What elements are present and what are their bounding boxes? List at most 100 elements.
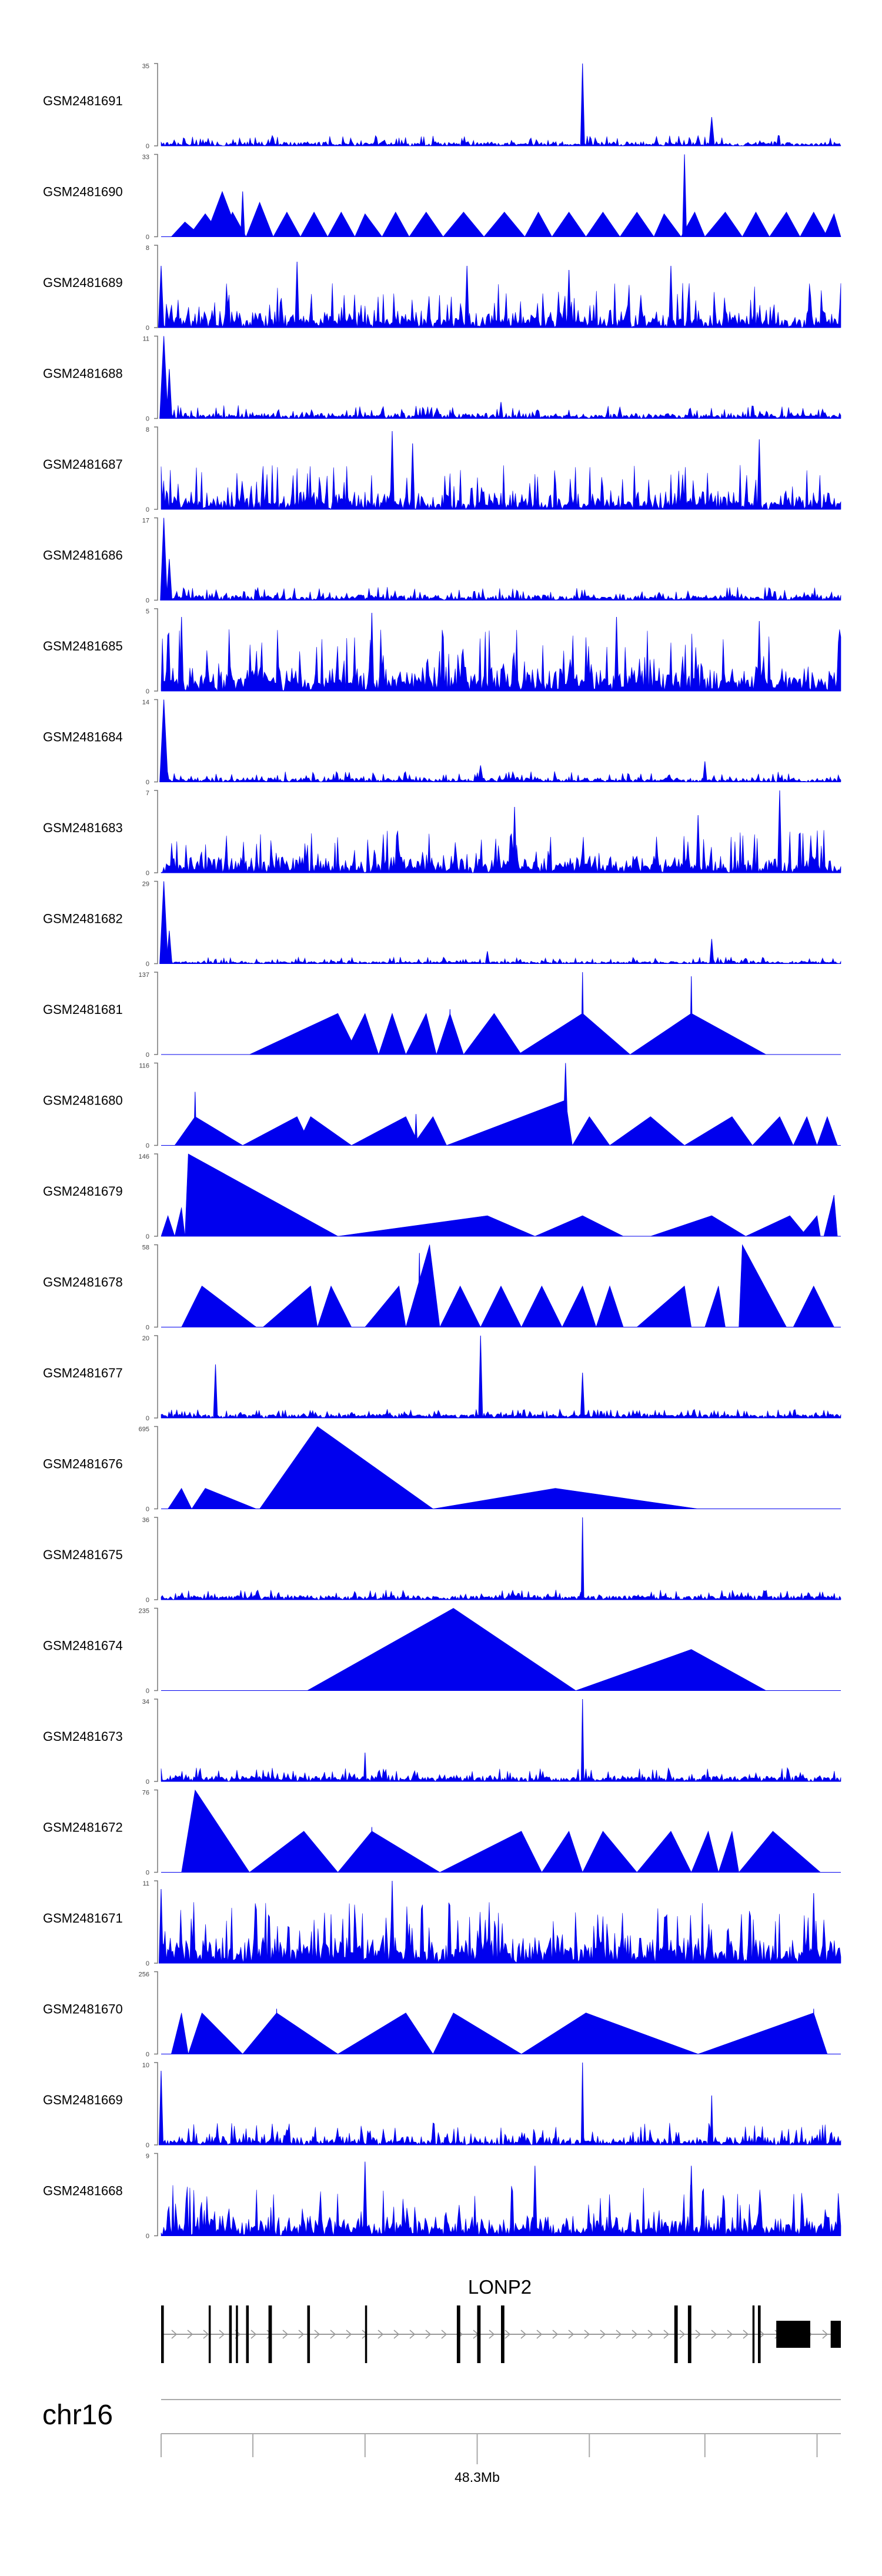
y-min-label: 0 bbox=[146, 1052, 149, 1059]
coverage-area bbox=[161, 587, 841, 601]
y-min-label: 0 bbox=[146, 2142, 149, 2149]
track-label: GSM2481669 bbox=[43, 2093, 123, 2107]
y-max-label: 695 bbox=[139, 1426, 149, 1433]
strand-arrow bbox=[425, 2330, 432, 2339]
coverage-peak bbox=[694, 135, 701, 146]
track-GSM2481688: GSM2481688 11 0 bbox=[43, 336, 841, 423]
y-axis bbox=[154, 699, 158, 783]
y-min-label: 0 bbox=[146, 234, 149, 241]
y-min-label: 0 bbox=[146, 1233, 149, 1240]
coverage-peak bbox=[668, 265, 674, 328]
track-GSM2481675: GSM2481675 36 0 bbox=[43, 1517, 841, 1604]
y-min-label: 0 bbox=[146, 779, 149, 786]
track-label: GSM2481671 bbox=[43, 1911, 123, 1926]
strand-arrow bbox=[616, 2330, 622, 2339]
coverage-peak bbox=[166, 369, 173, 419]
track-label: GSM2481680 bbox=[43, 1093, 123, 1108]
axis-ticks bbox=[161, 2434, 818, 2464]
axis-tick-label: 48.3Mb bbox=[455, 2470, 500, 2485]
gene-exon bbox=[776, 2321, 810, 2348]
coverage-peak bbox=[580, 63, 585, 146]
strand-arrow bbox=[187, 2330, 193, 2339]
y-axis bbox=[154, 1062, 158, 1146]
y-max-label: 20 bbox=[142, 1335, 149, 1342]
strand-arrow bbox=[282, 2330, 289, 2339]
gene-exon bbox=[268, 2305, 272, 2363]
coverage-peak bbox=[390, 431, 395, 510]
y-min-label: 0 bbox=[146, 1143, 149, 1150]
y-max-label: 17 bbox=[142, 518, 149, 525]
strand-arrow bbox=[505, 2330, 511, 2339]
y-max-label: 8 bbox=[146, 426, 149, 433]
track-label: GSM2481677 bbox=[43, 1366, 123, 1380]
strand-arrow bbox=[647, 2330, 654, 2339]
y-min-label: 0 bbox=[146, 1506, 149, 1513]
coverage-area bbox=[161, 1589, 841, 1600]
track-GSM2481678: GSM2481678 58 0 bbox=[43, 1244, 841, 1332]
strand-arrow bbox=[171, 2330, 178, 2339]
gene-track: LONP2 bbox=[161, 2276, 841, 2363]
coverage-peak bbox=[682, 154, 687, 237]
coverage-area bbox=[171, 2012, 828, 2054]
y-min-label: 0 bbox=[146, 1960, 149, 1967]
track-label: GSM2481684 bbox=[43, 730, 123, 745]
coverage-peak bbox=[566, 269, 572, 328]
coverage-peak bbox=[295, 261, 300, 328]
strand-arrow bbox=[520, 2330, 527, 2339]
track-GSM2481687: GSM2481687 8 0 bbox=[43, 426, 841, 513]
y-axis bbox=[154, 1880, 158, 1964]
track-label: GSM2481683 bbox=[43, 820, 123, 835]
y-max-label: 29 bbox=[142, 881, 149, 888]
y-max-label: 11 bbox=[143, 1880, 149, 1887]
coverage-area bbox=[181, 1244, 834, 1327]
coverage-peak bbox=[757, 620, 762, 692]
strand-arrow bbox=[632, 2330, 638, 2339]
coverage-peak bbox=[777, 790, 782, 873]
track-label: GSM2481678 bbox=[43, 1275, 123, 1290]
coverage-peak bbox=[240, 191, 245, 237]
chromosome-label: chr16 bbox=[42, 2400, 113, 2431]
y-min-label: 0 bbox=[146, 325, 149, 332]
coverage-peak bbox=[580, 1517, 584, 1600]
strand-arrow bbox=[568, 2330, 574, 2339]
gene-exon bbox=[365, 2305, 368, 2363]
strand-arrow bbox=[711, 2330, 717, 2339]
strand-arrow bbox=[822, 2330, 828, 2339]
strand-arrow bbox=[743, 2330, 749, 2339]
coverage-peak bbox=[417, 1253, 422, 1327]
y-axis bbox=[154, 1971, 158, 2055]
strand-arrow bbox=[759, 2330, 765, 2339]
coverage-area bbox=[161, 629, 841, 692]
coverage-peak bbox=[390, 1880, 395, 1964]
coverage-peak bbox=[498, 402, 504, 419]
coverage-area bbox=[161, 771, 841, 783]
y-axis bbox=[154, 1426, 158, 1510]
strand-arrow bbox=[663, 2330, 670, 2339]
coverage-peak bbox=[166, 559, 173, 600]
track-GSM2481691: GSM2481691 35 0 bbox=[43, 63, 841, 150]
gene-exon bbox=[830, 2321, 841, 2348]
coverage-area bbox=[174, 1100, 838, 1146]
track-GSM2481669: GSM2481669 10 0 bbox=[43, 2062, 841, 2149]
coverage-peak bbox=[465, 265, 470, 328]
track-label: GSM2481676 bbox=[43, 1457, 123, 1471]
track-label: GSM2481687 bbox=[43, 457, 123, 472]
coverage-peak bbox=[158, 2070, 164, 2145]
coverage-area bbox=[161, 2122, 841, 2146]
gene-exon bbox=[758, 2305, 761, 2363]
y-max-label: 34 bbox=[142, 1699, 149, 1706]
y-axis bbox=[154, 1153, 158, 1237]
y-axis bbox=[154, 154, 158, 238]
coverage-peak bbox=[580, 972, 584, 1055]
track-label: GSM2481668 bbox=[43, 2184, 123, 2198]
y-axis bbox=[154, 790, 158, 873]
y-min-label: 0 bbox=[146, 1324, 149, 1332]
y-min-label: 0 bbox=[146, 598, 149, 605]
track-label: GSM2481682 bbox=[43, 912, 123, 926]
coverage-peak bbox=[158, 265, 165, 328]
y-axis bbox=[154, 245, 158, 328]
coverage-peak bbox=[580, 2062, 584, 2145]
y-max-label: 5 bbox=[146, 608, 149, 615]
coverage-peak bbox=[689, 976, 693, 1055]
coverage-peak bbox=[193, 1092, 197, 1146]
